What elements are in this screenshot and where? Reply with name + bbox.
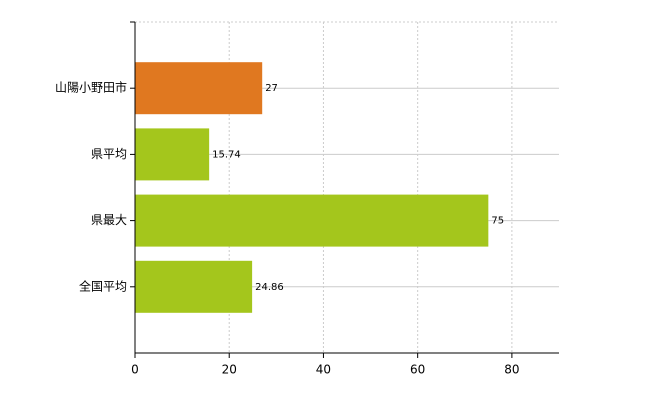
- y-tick-label: 県最大: [91, 213, 127, 227]
- value-label: 24.86: [255, 282, 284, 293]
- x-tick-label: 0: [131, 363, 139, 377]
- value-label: 15.74: [212, 149, 241, 160]
- x-tick-label: 80: [504, 363, 519, 377]
- bar: [135, 62, 263, 115]
- bar: [135, 128, 210, 181]
- value-label: 27: [265, 83, 278, 94]
- bar: [135, 194, 489, 247]
- y-tick-label: 山陽小野田市: [55, 80, 127, 95]
- bar: [135, 260, 253, 313]
- y-tick-label: 県平均: [91, 147, 127, 161]
- y-tick-label: 全国平均: [79, 278, 127, 293]
- x-tick-label: 60: [410, 363, 425, 377]
- x-tick-label: 40: [316, 363, 331, 377]
- x-tick-label: 20: [222, 363, 237, 377]
- value-label: 75: [491, 216, 504, 227]
